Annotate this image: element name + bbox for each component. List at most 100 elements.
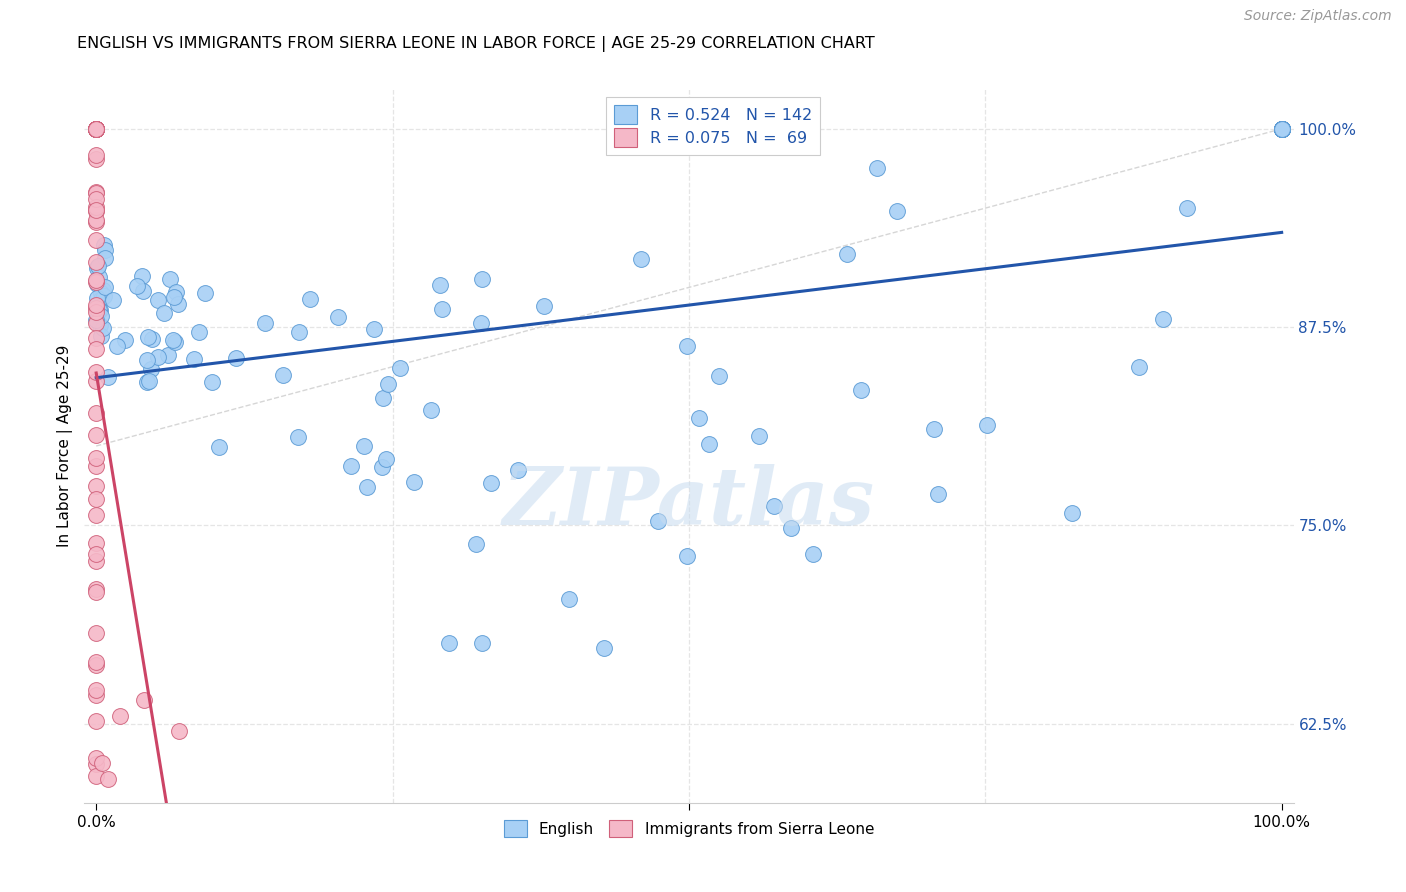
Point [84, 508, 107, 523]
Point [84, 186, 107, 201]
Point [371, 460, 394, 475]
Point [1271, 121, 1294, 136]
Point [94, 243, 117, 257]
Point [97, 772, 120, 786]
Point [1271, 121, 1294, 136]
Point [84, 121, 107, 136]
Point [299, 293, 322, 307]
Point [340, 459, 363, 474]
Point [1152, 312, 1174, 326]
Point [356, 480, 378, 494]
Point [139, 361, 162, 376]
Point [97, 370, 120, 384]
Point [84, 316, 107, 330]
Point [93, 289, 115, 303]
Point [1271, 121, 1294, 136]
Point [84, 301, 107, 316]
Point [1271, 121, 1294, 136]
Point [93, 238, 115, 252]
Point [84, 121, 107, 136]
Point [84, 535, 107, 549]
Point [84, 204, 107, 219]
Point [84, 276, 107, 290]
Point [108, 708, 131, 723]
Point [762, 500, 785, 514]
Point [141, 331, 163, 345]
Point [183, 352, 205, 367]
Point [91, 756, 114, 771]
Point [84, 121, 107, 136]
Point [84, 682, 107, 697]
Text: ZIPatlas: ZIPatlas [503, 465, 875, 541]
Point [94, 280, 117, 294]
Point [1271, 121, 1294, 136]
Point [1271, 121, 1294, 136]
Point [89, 302, 111, 317]
Text: ENGLISH VS IMMIGRANTS FROM SIERRA LEONE IN LABOR FORCE | AGE 25-29 CORRELATION C: ENGLISH VS IMMIGRANTS FROM SIERRA LEONE … [77, 36, 875, 52]
Point [389, 361, 412, 376]
Point [849, 383, 872, 397]
Point [84, 121, 107, 136]
Legend: English, Immigrants from Sierra Leone: English, Immigrants from Sierra Leone [496, 813, 882, 845]
Point [84, 479, 107, 493]
Point [688, 411, 710, 425]
Point [84, 213, 107, 227]
Point [132, 692, 155, 706]
Point [84, 121, 107, 136]
Point [86, 260, 108, 275]
Point [159, 271, 181, 285]
Point [84, 458, 107, 473]
Point [84, 492, 107, 507]
Point [84, 193, 107, 207]
Point [87, 259, 110, 273]
Point [84, 655, 107, 669]
Point [84, 200, 107, 214]
Point [89, 318, 111, 333]
Point [1271, 121, 1294, 136]
Point [84, 585, 107, 599]
Point [84, 121, 107, 136]
Point [84, 342, 107, 356]
Point [84, 757, 107, 772]
Point [404, 475, 426, 490]
Point [84, 450, 107, 465]
Point [748, 429, 770, 443]
Point [375, 451, 398, 466]
Point [165, 334, 187, 349]
Point [193, 285, 215, 300]
Point [84, 255, 107, 269]
Point [86, 313, 108, 327]
Point [84, 688, 107, 702]
Point [207, 441, 229, 455]
Point [157, 348, 180, 362]
Point [1271, 121, 1294, 136]
Point [353, 439, 375, 453]
Point [886, 203, 908, 218]
Point [84, 547, 107, 561]
Point [326, 310, 349, 324]
Text: Source: ZipAtlas.com: Source: ZipAtlas.com [1244, 9, 1392, 23]
Point [90, 292, 112, 306]
Point [593, 640, 616, 655]
Point [84, 121, 107, 136]
Point [1271, 121, 1294, 136]
Point [89, 309, 111, 323]
Point [927, 487, 949, 501]
Point [84, 148, 107, 162]
Point [167, 297, 190, 311]
Point [84, 153, 107, 167]
Point [131, 268, 153, 283]
Point [697, 437, 720, 451]
Point [1271, 121, 1294, 136]
Point [1271, 121, 1294, 136]
Point [254, 316, 277, 330]
Point [471, 272, 494, 286]
Point [1271, 121, 1294, 136]
Point [479, 475, 502, 490]
Point [835, 247, 858, 261]
Point [136, 353, 159, 368]
Point [1271, 121, 1294, 136]
Point [84, 121, 107, 136]
Point [288, 326, 311, 340]
Point [84, 331, 107, 345]
